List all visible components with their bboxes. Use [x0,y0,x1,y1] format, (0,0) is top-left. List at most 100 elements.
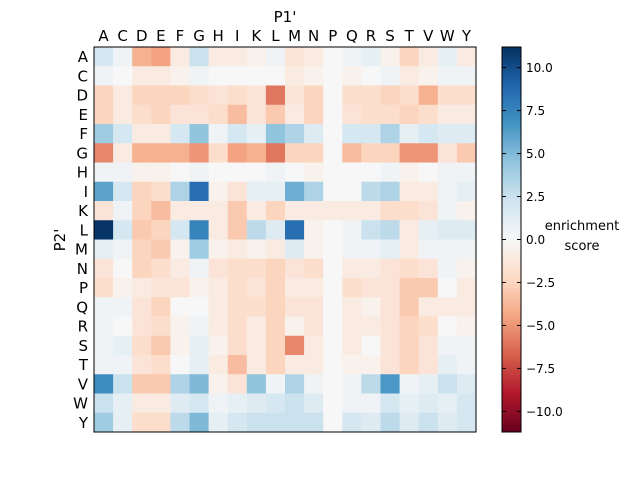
heatmap-cell-M-F [170,239,190,260]
heatmap-cell-Y-K [246,412,267,433]
heatmap-cell-A-A [94,47,114,67]
heatmap-cell-Y-E [151,412,171,433]
heatmap-cell-A-S [380,47,401,67]
x-tick-label: Q [346,27,358,45]
x-tick-label: I [235,27,239,45]
x-tick-label: D [136,27,148,45]
heatmap-cell-P-W [437,278,458,298]
heatmap-cell-W-A [94,393,114,414]
heatmap-cell-D-V [418,85,439,106]
y-tick-label: R [78,318,88,336]
heatmap-cell-G-H [208,143,229,163]
heatmap-cell-Y-N [304,412,324,433]
plot-frame [93,46,477,433]
heatmap-cell-P-L [265,278,286,298]
heatmap-cell-C-F [170,66,190,86]
heatmap-cell-W-T [399,393,420,414]
heatmap-cell-G-K [246,143,267,163]
heatmap-cell-D-K [246,85,267,106]
heatmap-cell-I-P [323,181,343,202]
heatmap-cell-I-R [361,181,381,202]
heatmap-cell-D-Q [342,85,362,106]
heatmap-cell-A-Q [342,47,362,67]
heatmap-cell-T-Y [456,355,477,375]
heatmap-cell-D-R [361,85,381,106]
y-tick-label: H [77,164,88,182]
heatmap-cell-V-H [208,374,229,394]
heatmap-cell-H-R [361,162,381,183]
heatmap-cell-G-F [170,143,190,163]
heatmap-cell-L-T [399,220,420,240]
x-tick-label: N [308,27,319,45]
heatmap-cell-F-I [227,124,248,144]
heatmap-cell-K-D [132,201,152,221]
heatmap-cell-N-P [323,258,343,279]
heatmap-cell-G-S [380,143,401,163]
heatmap-cell-V-K [246,374,267,394]
heatmap-cell-I-W [437,181,458,202]
heatmap-cell-T-S [380,355,401,375]
colorbar-ticks: 10.0 7.5 5.0 2.5 0.0 −2.5 −5.0 −7.5 −10.0 [502,61,563,419]
heatmap-cell-F-K [246,124,267,144]
heatmap-cell-M-D [132,239,152,260]
heatmap-cell-M-H [208,239,229,260]
heatmap-cell-T-E [151,355,171,375]
heatmap-cell-Q-W [437,297,458,317]
heatmap-cell-P-C [113,278,133,298]
heatmap-cell-W-D [132,393,152,414]
heatmap-cell-A-E [151,47,171,67]
heatmap-cell-C-I [227,66,248,86]
heatmap-cell-Y-T [399,412,420,433]
y-tick-label: P [79,279,88,297]
heatmap-cell-P-F [170,278,190,298]
heatmap-cell-Q-C [113,297,133,317]
heatmap-cell-F-N [304,124,324,144]
heatmap-cell-M-G [189,239,210,260]
heatmap-cell-A-C [113,47,133,67]
heatmap-cell-C-P [323,66,343,86]
heatmap-cell-I-H [208,181,229,202]
x-tick-label: T [404,27,415,45]
heatmap-cell-H-T [399,162,420,183]
heatmap-cell-H-S [380,162,401,183]
heatmap-cell-T-P [323,355,343,375]
heatmap-cell-I-L [265,181,286,202]
heatmap-cell-R-W [437,316,458,337]
heatmap-cell-I-K [246,181,267,202]
x-tick-label: A [98,27,109,45]
heatmap-cell-E-H [208,104,229,125]
heatmap-cell-G-Y [456,143,477,163]
heatmap-cell-D-C [113,85,133,106]
heatmap-cell-S-K [246,335,267,356]
y-tick-label: Y [78,414,89,432]
heatmap-cell-C-V [418,66,439,86]
heatmap-cell-G-W [437,143,458,163]
heatmap-cell-N-R [361,258,381,279]
heatmap-cell-V-E [151,374,171,394]
heatmap-cell-G-G [189,143,210,163]
heatmap-cell-G-R [361,143,381,163]
heatmap-cell-K-W [437,201,458,221]
heatmap-cell-P-A [94,278,114,298]
heatmap-cell-R-Q [342,316,362,337]
heatmap-cell-S-Q [342,335,362,356]
heatmap-cell-K-A [94,201,114,221]
heatmap-cell-S-D [132,335,152,356]
heatmap-cell-C-Q [342,66,362,86]
heatmap-cell-S-S [380,335,401,356]
heatmap-cell-L-C [113,220,133,240]
heatmap-cell-F-T [399,124,420,144]
heatmap-cell-V-Y [456,374,477,394]
heatmap-cell-K-I [227,201,248,221]
heatmap-cell-S-G [189,335,210,356]
heatmap-cell-C-W [437,66,458,86]
heatmap-cell-Y-W [437,412,458,433]
heatmap-cell-A-G [189,47,210,67]
heatmap-cell-E-R [361,104,381,125]
x-tick-label: S [385,27,395,45]
heatmap-cell-F-L [265,124,286,144]
heatmap-cell-W-Y [456,393,477,414]
heatmap-cell-M-R [361,239,381,260]
heatmap-cell-Q-I [227,297,248,317]
